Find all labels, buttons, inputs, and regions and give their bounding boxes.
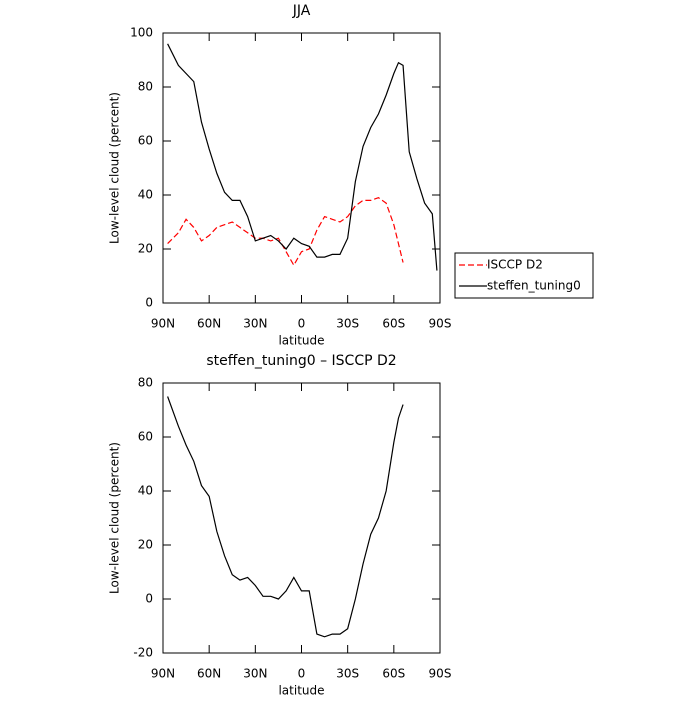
legend-label: steffen_tuning0 xyxy=(487,279,581,293)
y-tick-label: 60 xyxy=(138,134,153,148)
x-tick-label: 60S xyxy=(382,317,405,331)
y-tick-label: 60 xyxy=(138,430,153,444)
x-tick-label: 60N xyxy=(197,667,221,681)
x-tick-label: 90S xyxy=(429,667,452,681)
y-tick-label: 80 xyxy=(138,376,153,390)
x-tick-label: 30N xyxy=(243,667,267,681)
x-axis-label: latitude xyxy=(278,334,324,348)
y-tick-label: -20 xyxy=(133,646,153,660)
series-line xyxy=(167,43,438,271)
x-tick-label: 90N xyxy=(151,317,175,331)
x-tick-label: 60N xyxy=(197,317,221,331)
y-tick-label: 0 xyxy=(145,296,153,310)
y-tick-label: 80 xyxy=(138,80,153,94)
chart-title: JJA xyxy=(292,3,311,19)
legend-box xyxy=(454,252,594,299)
series-line xyxy=(167,197,404,267)
y-tick-label: 40 xyxy=(138,188,153,202)
y-tick-label: 100 xyxy=(130,26,153,40)
y-axis-label: Low-level cloud (percent) xyxy=(108,442,122,594)
y-tick-label: 20 xyxy=(138,242,153,256)
x-tick-label: 90N xyxy=(151,667,175,681)
x-tick-label: 90S xyxy=(429,317,452,331)
y-axis-label: Low-level cloud (percent) xyxy=(108,92,122,244)
plot-frame xyxy=(162,382,441,654)
x-tick-label: 60S xyxy=(382,667,405,681)
x-tick-label: 30N xyxy=(243,317,267,331)
y-tick-label: 40 xyxy=(138,484,153,498)
x-tick-label: 30S xyxy=(336,667,359,681)
legend-label: ISCCP D2 xyxy=(487,258,543,272)
series-line xyxy=(167,396,404,638)
y-tick-label: 20 xyxy=(138,538,153,552)
x-tick-label: 0 xyxy=(298,667,306,681)
x-axis-label: latitude xyxy=(278,684,324,698)
y-tick-label: 0 xyxy=(145,592,153,606)
x-tick-label: 30S xyxy=(336,317,359,331)
chart-title: steffen_tuning0 – ISCCP D2 xyxy=(206,353,396,369)
x-tick-label: 0 xyxy=(298,317,306,331)
plot-frame xyxy=(162,32,441,304)
